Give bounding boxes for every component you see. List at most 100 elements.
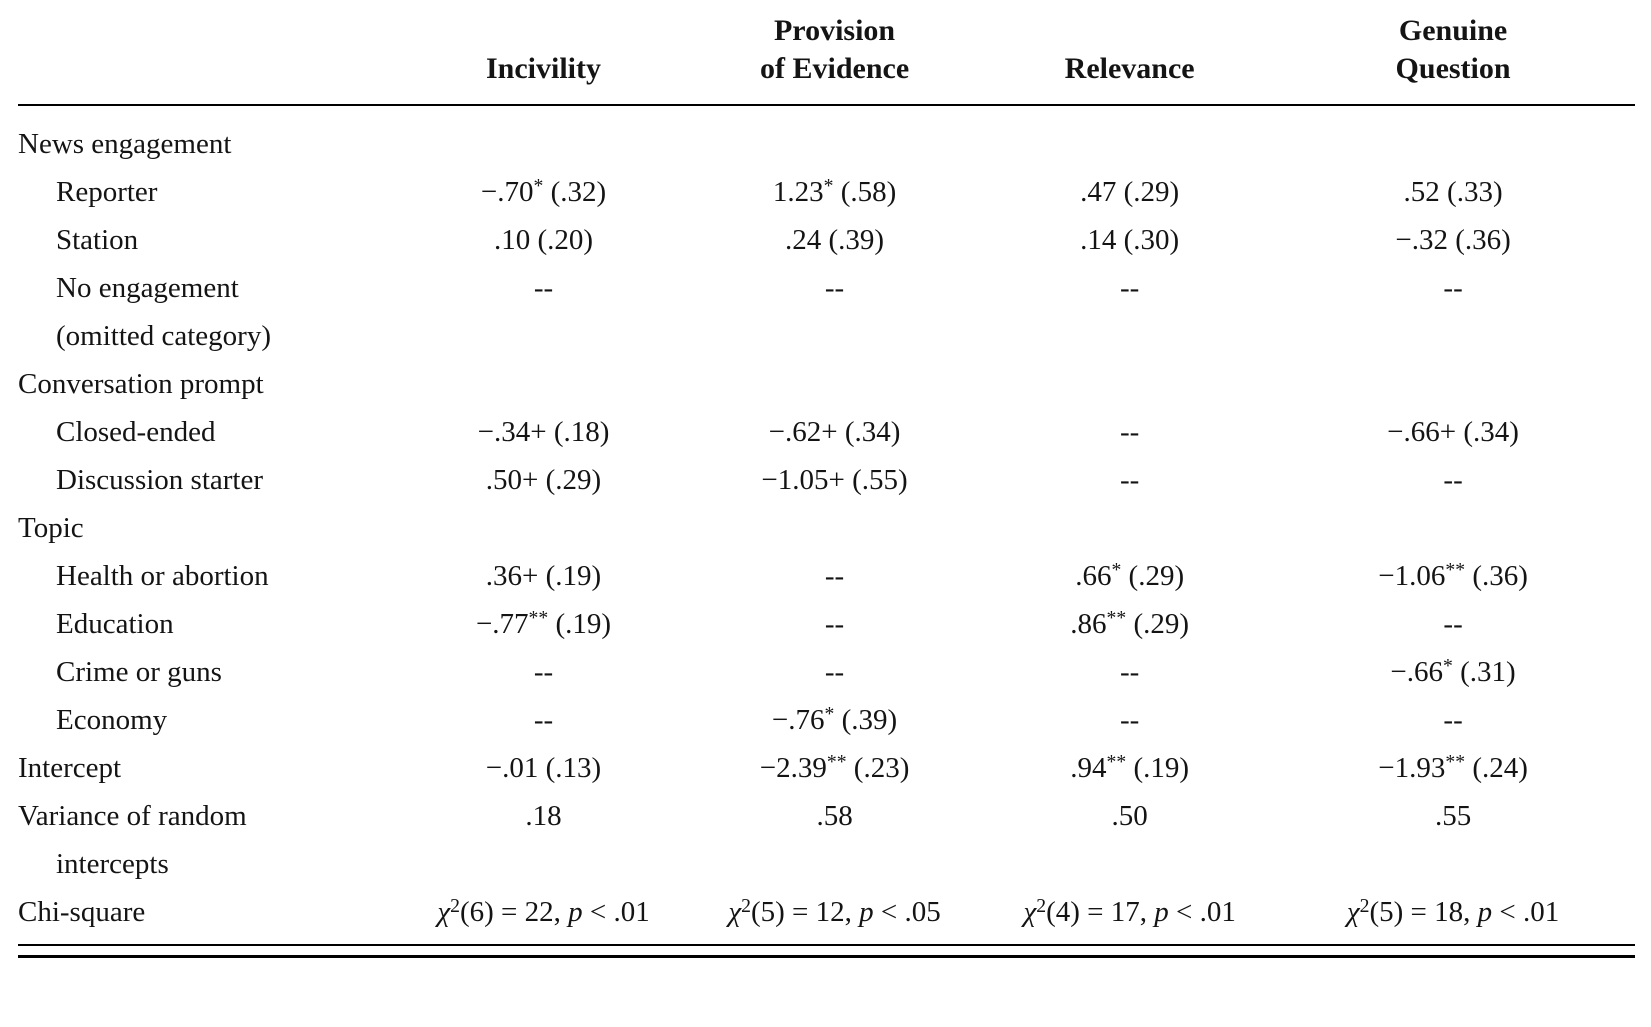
cell-empty <box>681 360 988 408</box>
table-row: Variance of random intercepts .18 .58 .50 .55 <box>18 792 1635 888</box>
table-row: Education −.77** (.19) -- .86** (.29) -- <box>18 600 1635 648</box>
cell-value: −.66* (.31) <box>1390 655 1516 688</box>
cell-value: -- <box>824 272 845 304</box>
row-label: Topic <box>18 512 84 544</box>
cell-value: −2.39** (.23) <box>759 751 910 784</box>
cell-value: -- <box>1119 272 1140 304</box>
cell-value: −1.93** (.24) <box>1378 751 1528 784</box>
table-bottom-rule <box>18 944 1635 958</box>
cell-value: -- <box>1119 416 1140 448</box>
table-row: Crime or guns -- -- -- −.66* (.31) <box>18 648 1635 696</box>
table-row: Station .10 (.20) .24 (.39) .14 (.30) −.32 (… <box>18 216 1635 264</box>
cell-empty <box>1271 105 1635 168</box>
cell-value: 1.23* (.58) <box>772 175 897 208</box>
cell-empty <box>1271 360 1635 408</box>
cell-value: -- <box>1443 608 1463 640</box>
cell-value: χ2(4) = 17, p < .01 <box>1023 895 1236 928</box>
column-header-relevance: Relevance <box>1064 52 1195 85</box>
regression-results-table: Incivility Provision of Evidence Relevan… <box>18 6 1635 936</box>
cell-value: -- <box>1443 464 1463 496</box>
cell-value: -- <box>533 704 554 736</box>
table-header: Incivility Provision of Evidence Relevan… <box>18 6 1635 105</box>
row-label: Chi-square <box>18 896 146 928</box>
row-label: Economy <box>56 704 168 736</box>
cell-value: −.01 (.13) <box>485 752 602 784</box>
cell-value: .10 (.20) <box>493 224 594 256</box>
cell-empty <box>681 105 988 168</box>
table-row: Health or abortion .36+ (.19) -- .66* (.29)… <box>18 552 1635 600</box>
cell-value: -- <box>824 608 845 640</box>
cell-value: .14 (.30) <box>1080 224 1180 256</box>
cell-value: .24 (.39) <box>785 224 885 256</box>
row-label: Closed-ended <box>56 416 216 448</box>
cell-value: χ2(6) = 22, p < .01 <box>437 895 650 928</box>
row-label: No engagement (omitted category) <box>56 272 271 352</box>
cell-value: −.76* (.39) <box>771 703 898 736</box>
cell-value: −1.05+ (.55) <box>761 464 908 496</box>
column-header-label <box>18 6 406 105</box>
cell-value: .66* (.29) <box>1075 559 1185 592</box>
cell-empty <box>406 360 681 408</box>
row-label-line2: intercepts <box>56 848 169 880</box>
cell-value: −.70* (.32) <box>480 175 607 208</box>
table-row: No engagement (omitted category) -- -- -- -- <box>18 264 1635 360</box>
table-row: Intercept −.01 (.13) −2.39** (.23) .94** (.… <box>18 744 1635 792</box>
cell-value: -- <box>533 656 554 688</box>
row-label: News engagement <box>18 128 232 160</box>
row-label: Intercept <box>18 752 122 784</box>
cell-value: .36+ (.19) <box>485 560 602 592</box>
row-label-line2: (omitted category) <box>56 320 271 352</box>
table-row: Discussion starter .50+ (.29) −1.05+ (.55)… <box>18 456 1635 504</box>
cell-value: −1.06** (.36) <box>1378 559 1528 592</box>
cell-empty <box>681 504 988 552</box>
cell-empty <box>988 105 1271 168</box>
cell-value: -- <box>533 272 554 304</box>
row-label: Reporter <box>56 176 158 208</box>
cell-empty <box>988 504 1271 552</box>
cell-empty <box>988 360 1271 408</box>
cell-value: −.66+ (.34) <box>1387 416 1519 448</box>
row-label: Variance of random intercepts <box>18 800 247 880</box>
cell-value: .52 (.33) <box>1403 176 1503 208</box>
cell-value: -- <box>824 560 845 592</box>
cell-value: .86** (.29) <box>1070 607 1190 640</box>
cell-value: -- <box>824 656 845 688</box>
cell-value: -- <box>1119 656 1140 688</box>
row-label: Health or abortion <box>56 560 269 592</box>
cell-value: −.32 (.36) <box>1395 224 1511 256</box>
cell-value: -- <box>1443 704 1463 736</box>
cell-value: -- <box>1443 272 1463 304</box>
cell-value: .50 <box>1111 800 1148 832</box>
table-row: Conversation prompt <box>18 360 1635 408</box>
cell-value: -- <box>1119 464 1140 496</box>
row-label: Crime or guns <box>56 656 222 688</box>
cell-value: −.77** (.19) <box>475 607 612 640</box>
cell-value: -- <box>1119 704 1140 736</box>
column-header-incivility: Incivility <box>486 52 602 85</box>
cell-value: .18 <box>525 800 562 832</box>
column-header-genuine-question: Genuine Question <box>1395 14 1511 85</box>
cell-value: .94** (.19) <box>1070 751 1190 784</box>
row-label: Education <box>56 608 174 640</box>
cell-value: .50+ (.29) <box>485 464 602 496</box>
table-row: Economy -- −.76* (.39) -- -- <box>18 696 1635 744</box>
row-label: Conversation prompt <box>18 368 264 400</box>
table-row: Reporter −.70* (.32) 1.23* (.58) .47 (.29).… <box>18 168 1635 216</box>
cell-value: .55 <box>1434 800 1472 832</box>
cell-value: .47 (.29) <box>1080 176 1180 208</box>
table-row: News engagement <box>18 105 1635 168</box>
row-label: Station <box>56 224 139 256</box>
table-row: Closed-ended −.34+ (.18) −.62+ (.34) -- −.66… <box>18 408 1635 456</box>
cell-empty <box>1271 504 1635 552</box>
table-row: Topic <box>18 504 1635 552</box>
table-body: News engagement Reporter −.70* (.32) 1.23* … <box>18 105 1635 936</box>
column-header-provision-of-evidence: Provision of Evidence <box>759 14 910 85</box>
cell-value: −.34+ (.18) <box>477 416 610 448</box>
cell-value: −.62+ (.34) <box>768 416 901 448</box>
cell-value: χ2(5) = 12, p < .05 <box>728 895 941 928</box>
cell-empty <box>406 105 681 168</box>
cell-value: χ2(5) = 18, p < .01 <box>1346 895 1560 928</box>
row-label: Discussion starter <box>56 464 263 496</box>
table-row: Chi-square χ2(6) = 22, p < .01 χ2(5) = 12,… <box>18 888 1635 936</box>
